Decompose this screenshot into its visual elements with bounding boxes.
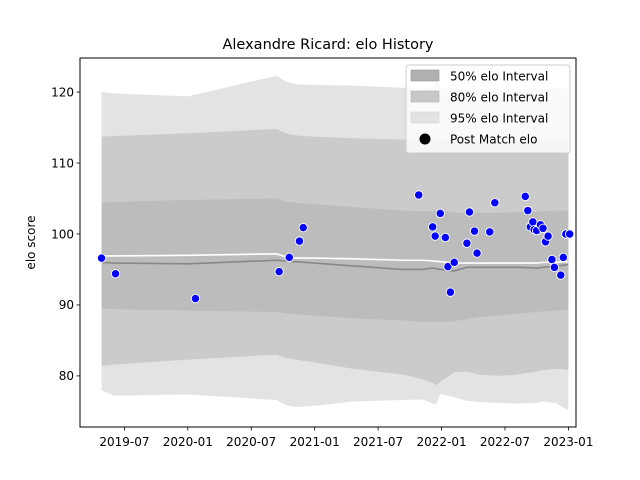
y-tick-label: 120 [51,85,74,99]
post-match-point [490,198,500,208]
post-match-point [547,254,557,265]
post-match-point [543,231,553,241]
x-tick-label: 2022-01 [416,435,466,449]
y-tick-label: 90 [59,298,74,312]
post-match-point [449,257,459,268]
post-match-point [284,252,294,263]
x-tick-label: 2020-07 [226,435,276,449]
x-tick-label: 2021-01 [290,435,340,449]
post-match-point [556,270,566,280]
post-match-point [558,252,568,263]
y-tick-label: 100 [51,227,74,241]
post-match-point [528,217,538,227]
legend-label-post-match: Post Match elo [450,133,537,147]
post-match-point [464,207,475,217]
legend-swatch-95 [410,111,440,124]
y-axis-ticks: 80 90 100 110 120 [51,85,80,383]
legend-box [405,64,571,154]
legend-marker-post-match [419,133,431,145]
post-match-point [298,222,308,233]
x-tick-label: 2020-01 [163,435,213,449]
post-match-point [294,236,305,246]
post-match-point [110,269,121,279]
post-match-points [96,190,575,304]
post-match-point [430,231,440,241]
legend: 50% elo Interval 80% elo Interval 95% el… [405,64,571,154]
x-tick-label: 2023-01 [543,435,593,449]
legend-label-95: 95% elo Interval [450,112,548,126]
y-tick-label: 80 [59,369,74,383]
post-match-point [440,232,450,243]
post-match-point [472,248,482,258]
interval-bands [101,75,569,410]
median-elo-line [101,253,569,264]
post-match-point [549,262,560,272]
legend-label-80: 80% elo Interval [450,91,548,105]
post-match-point [565,229,575,239]
post-match-point [523,205,533,216]
post-match-point [469,226,480,236]
post-match-point [520,191,530,202]
band-50-interval [101,198,569,322]
legend-label-50: 50% elo Interval [450,70,548,84]
trend-lines [101,253,569,272]
post-match-point [462,238,472,248]
chart-title: Alexandre Ricard: elo History [222,37,433,53]
x-tick-label: 2019-07 [99,435,149,449]
mean-elo-line [101,259,569,272]
post-match-point [443,261,453,272]
x-tick-label: 2021-07 [353,435,403,449]
legend-swatch-80 [410,90,440,103]
post-match-point [427,222,438,232]
plot-frame [79,57,577,428]
legend-swatch-50 [410,69,440,82]
x-axis-ticks: 2019-07 2020-01 2020-07 2021-01 2021-07 2022-… [99,427,593,449]
y-axis-label: elo score [24,215,38,269]
post-match-point [274,266,284,277]
post-match-point [435,208,445,219]
y-tick-label: 110 [51,156,74,170]
post-match-point [445,287,456,297]
post-match-point [414,190,424,200]
post-match-point [485,227,495,237]
x-tick-label: 2022-07 [480,435,530,449]
post-match-point [538,223,548,233]
post-match-point [190,293,201,304]
post-match-point [96,253,107,263]
